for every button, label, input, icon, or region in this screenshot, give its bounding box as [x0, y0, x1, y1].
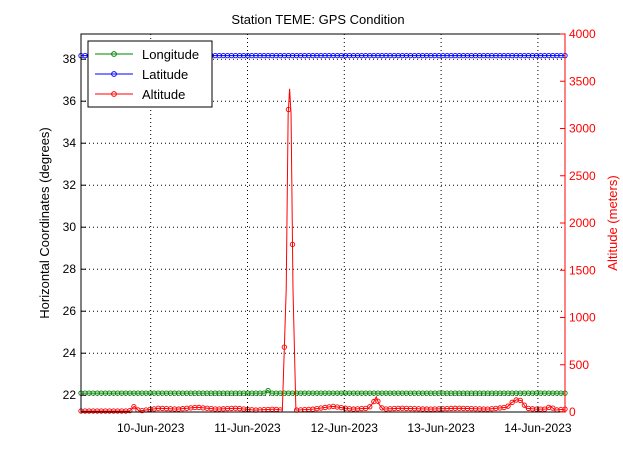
y-tick-label: 26 [63, 304, 77, 318]
axes: 22 24 26 28 30 32 34 36 38 0 500 1000 1500 2000 2500 30… [63, 27, 596, 435]
data-point-altitude [521, 402, 527, 408]
legend-label-latitude: Latitude [142, 67, 188, 82]
legend-label-longitude: Longitude [142, 47, 199, 62]
data-point-altitude [505, 403, 511, 409]
y2-tick-label: 0 [569, 405, 576, 419]
y-tick-label: 28 [63, 262, 77, 276]
y-tick-label: 22 [63, 388, 77, 402]
data-point-altitude [375, 398, 381, 404]
y2-tick-label: 1000 [569, 311, 596, 325]
legend: Longitude Latitude Altitude [87, 40, 213, 108]
series-line-longitude [81, 389, 565, 394]
data-point-altitude [367, 404, 373, 410]
data-point-altitude [509, 399, 515, 405]
legend-marker-latitude [111, 71, 117, 77]
series-longitude [78, 387, 568, 396]
y2-tick-label: 4000 [569, 27, 596, 41]
y2-tick-label: 3500 [569, 74, 596, 88]
y-tick-label: 24 [63, 346, 77, 360]
y-tick-label: 38 [63, 52, 77, 66]
legend-marker-longitude [111, 51, 117, 57]
data-point-altitude [289, 241, 296, 247]
data-point-altitude [285, 106, 292, 113]
y2-axis-label: Altitude (meters) [605, 175, 620, 270]
series-line-altitude [81, 88, 566, 412]
data-point-altitude [517, 397, 523, 404]
y-tick-label: 32 [63, 178, 77, 192]
y-tick-label: 30 [63, 220, 77, 234]
y2-tick-label: 1500 [569, 263, 596, 277]
data-point-altitude [281, 344, 288, 350]
y2-tick-label: 500 [569, 358, 589, 372]
x-tick-label: 13-Jun-2023 [407, 421, 475, 435]
legend-marker-altitude [111, 91, 117, 97]
legend-label-altitude: Altitude [142, 87, 185, 102]
x-tick-label: 11-Jun-2023 [214, 421, 281, 435]
data-point-altitude [127, 408, 133, 414]
y-tick-label: 36 [63, 94, 77, 108]
y-axis-label: Horizontal Coordinates (degrees) [37, 127, 52, 318]
data-point-longitude [261, 390, 267, 396]
y2-tick-label: 2500 [569, 169, 596, 183]
series-altitude [78, 88, 568, 414]
x-tick-label: 10-Jun-2023 [117, 421, 185, 435]
x-tick-label: 14-Jun-2023 [504, 421, 572, 435]
y-tick-label: 34 [63, 136, 77, 150]
y2-tick-label: 2000 [569, 216, 596, 230]
x-tick-label: 12-Jun-2023 [311, 421, 379, 435]
data-point-longitude [265, 387, 271, 394]
chart-title: Station TEME: GPS Condition [231, 12, 404, 27]
data-point-altitude [131, 404, 137, 410]
y2-tick-label: 3000 [569, 122, 596, 136]
